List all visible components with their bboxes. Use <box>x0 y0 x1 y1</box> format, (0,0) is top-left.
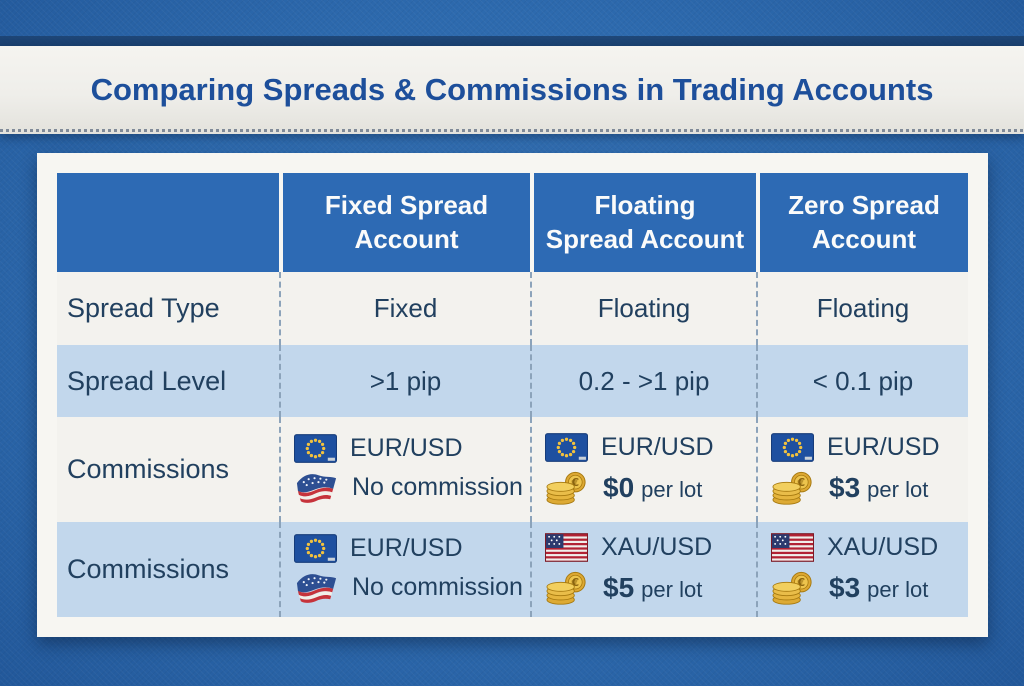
header-cell-zero-spread-account: Zero Spread Account <box>756 173 968 272</box>
fee-line: $0 per lot <box>545 469 702 507</box>
gold-coins-icon <box>545 569 590 607</box>
fee-label: $3 per lot <box>829 472 928 504</box>
fee-label: $5 per lot <box>603 572 702 604</box>
page-title: Comparing Spreads & Commissions in Tradi… <box>90 72 934 107</box>
gold-coins-icon <box>545 469 590 507</box>
row-label: Commissions <box>57 417 279 522</box>
gold-coins-icon <box>771 469 816 507</box>
fee-label: No commission <box>352 573 523 601</box>
waving-us-flag-icon <box>294 570 339 606</box>
header-line: Zero Spread <box>788 189 940 220</box>
header-line: Fixed Spread <box>324 189 489 220</box>
fee-unit: per lot <box>867 476 929 502</box>
header-line: Account <box>354 223 459 254</box>
table-header-row: Fixed Spread Account Floating Spread Acc… <box>57 173 968 272</box>
fee-unit: per lot <box>867 576 929 602</box>
eu-flag-icon <box>294 534 337 563</box>
header-cell-floating-spread-account: Floating Spread Account <box>530 173 756 272</box>
fee-amount: $0 <box>603 471 635 503</box>
header-cell-fixed-spread-account: Fixed Spread Account <box>279 173 530 272</box>
pair-line: XAU/USD <box>771 533 938 562</box>
eu-flag-icon <box>771 433 814 462</box>
waving-us-flag-icon <box>294 470 339 506</box>
commissions1-floating-cell: EUR/USD $0 per lot <box>530 417 756 522</box>
fee-label: $3 per lot <box>829 572 928 604</box>
table-row-commissions-1: Commissions EUR/USD No commission EUR/US… <box>57 417 968 522</box>
eu-flag-icon <box>294 434 337 463</box>
commissions1-fixed-cell: EUR/USD No commission <box>279 417 530 522</box>
table-row-spread-level: Spread Level >1 pip 0.2 - >1 pip < 0.1 p… <box>57 345 968 417</box>
spread-type-fixed-value: Fixed <box>279 272 530 345</box>
commissions2-floating-cell: XAU/USD $5 per lot <box>530 522 756 617</box>
fee-amount: $5 <box>603 571 635 603</box>
spread-type-zero-value: Floating <box>756 272 968 345</box>
pair-label: EUR/USD <box>350 433 463 462</box>
pair-label: XAU/USD <box>827 532 939 561</box>
fee-line: No commission <box>294 470 523 506</box>
commissions2-zero-cell: XAU/USD $3 per lot <box>756 522 968 617</box>
title-banner: Comparing Spreads & Commissions in Tradi… <box>0 46 1024 134</box>
row-label: Spread Type <box>57 272 279 345</box>
fee-amount: $3 <box>829 571 861 603</box>
commissions2-fixed-cell: EUR/USD No commission <box>279 522 530 617</box>
fee-line: No commission <box>294 570 523 606</box>
header-cell-empty <box>57 173 279 272</box>
pair-line: EUR/USD <box>294 534 463 563</box>
fee-line: $3 per lot <box>771 569 928 607</box>
pair-line: EUR/USD <box>294 434 463 463</box>
spread-level-zero-value: < 0.1 pip <box>756 345 968 417</box>
header-line: Account <box>812 223 916 254</box>
gold-coins-icon <box>771 569 816 607</box>
us-flag-icon <box>771 533 814 562</box>
pair-label: XAU/USD <box>601 532 713 561</box>
commissions1-zero-cell: EUR/USD $3 per lot <box>756 417 968 522</box>
row-label: Spread Level <box>57 345 279 417</box>
pair-line: EUR/USD <box>771 433 940 462</box>
fee-unit: per lot <box>641 476 703 502</box>
pair-label: EUR/USD <box>601 432 714 461</box>
pair-line: XAU/USD <box>545 533 712 562</box>
header-line: Floating <box>594 189 696 220</box>
table-row-spread-type: Spread Type Fixed Floating Floating <box>57 272 968 345</box>
table-row-commissions-2: Commissions EUR/USD No commission XAU/US… <box>57 522 968 617</box>
fee-line: $3 per lot <box>771 469 928 507</box>
spread-level-fixed-value: >1 pip <box>279 345 530 417</box>
fee-label: No commission <box>352 473 523 501</box>
row-label: Commissions <box>57 522 279 617</box>
fee-unit: per lot <box>641 576 703 602</box>
pair-label: EUR/USD <box>827 432 940 461</box>
banner-top-shadow <box>0 36 1024 48</box>
fee-amount: $3 <box>829 471 861 503</box>
comparison-table: Fixed Spread Account Floating Spread Acc… <box>57 173 968 617</box>
fee-label: $0 per lot <box>603 472 702 504</box>
pair-label: EUR/USD <box>350 533 463 562</box>
pair-line: EUR/USD <box>545 433 714 462</box>
spread-level-floating-value: 0.2 - >1 pip <box>530 345 756 417</box>
fee-line: $5 per lot <box>545 569 702 607</box>
comparison-card: Fixed Spread Account Floating Spread Acc… <box>37 153 988 637</box>
us-flag-icon <box>545 533 588 562</box>
header-line: Spread Account <box>545 223 745 254</box>
spread-type-floating-value: Floating <box>530 272 756 345</box>
eu-flag-icon <box>545 433 588 462</box>
